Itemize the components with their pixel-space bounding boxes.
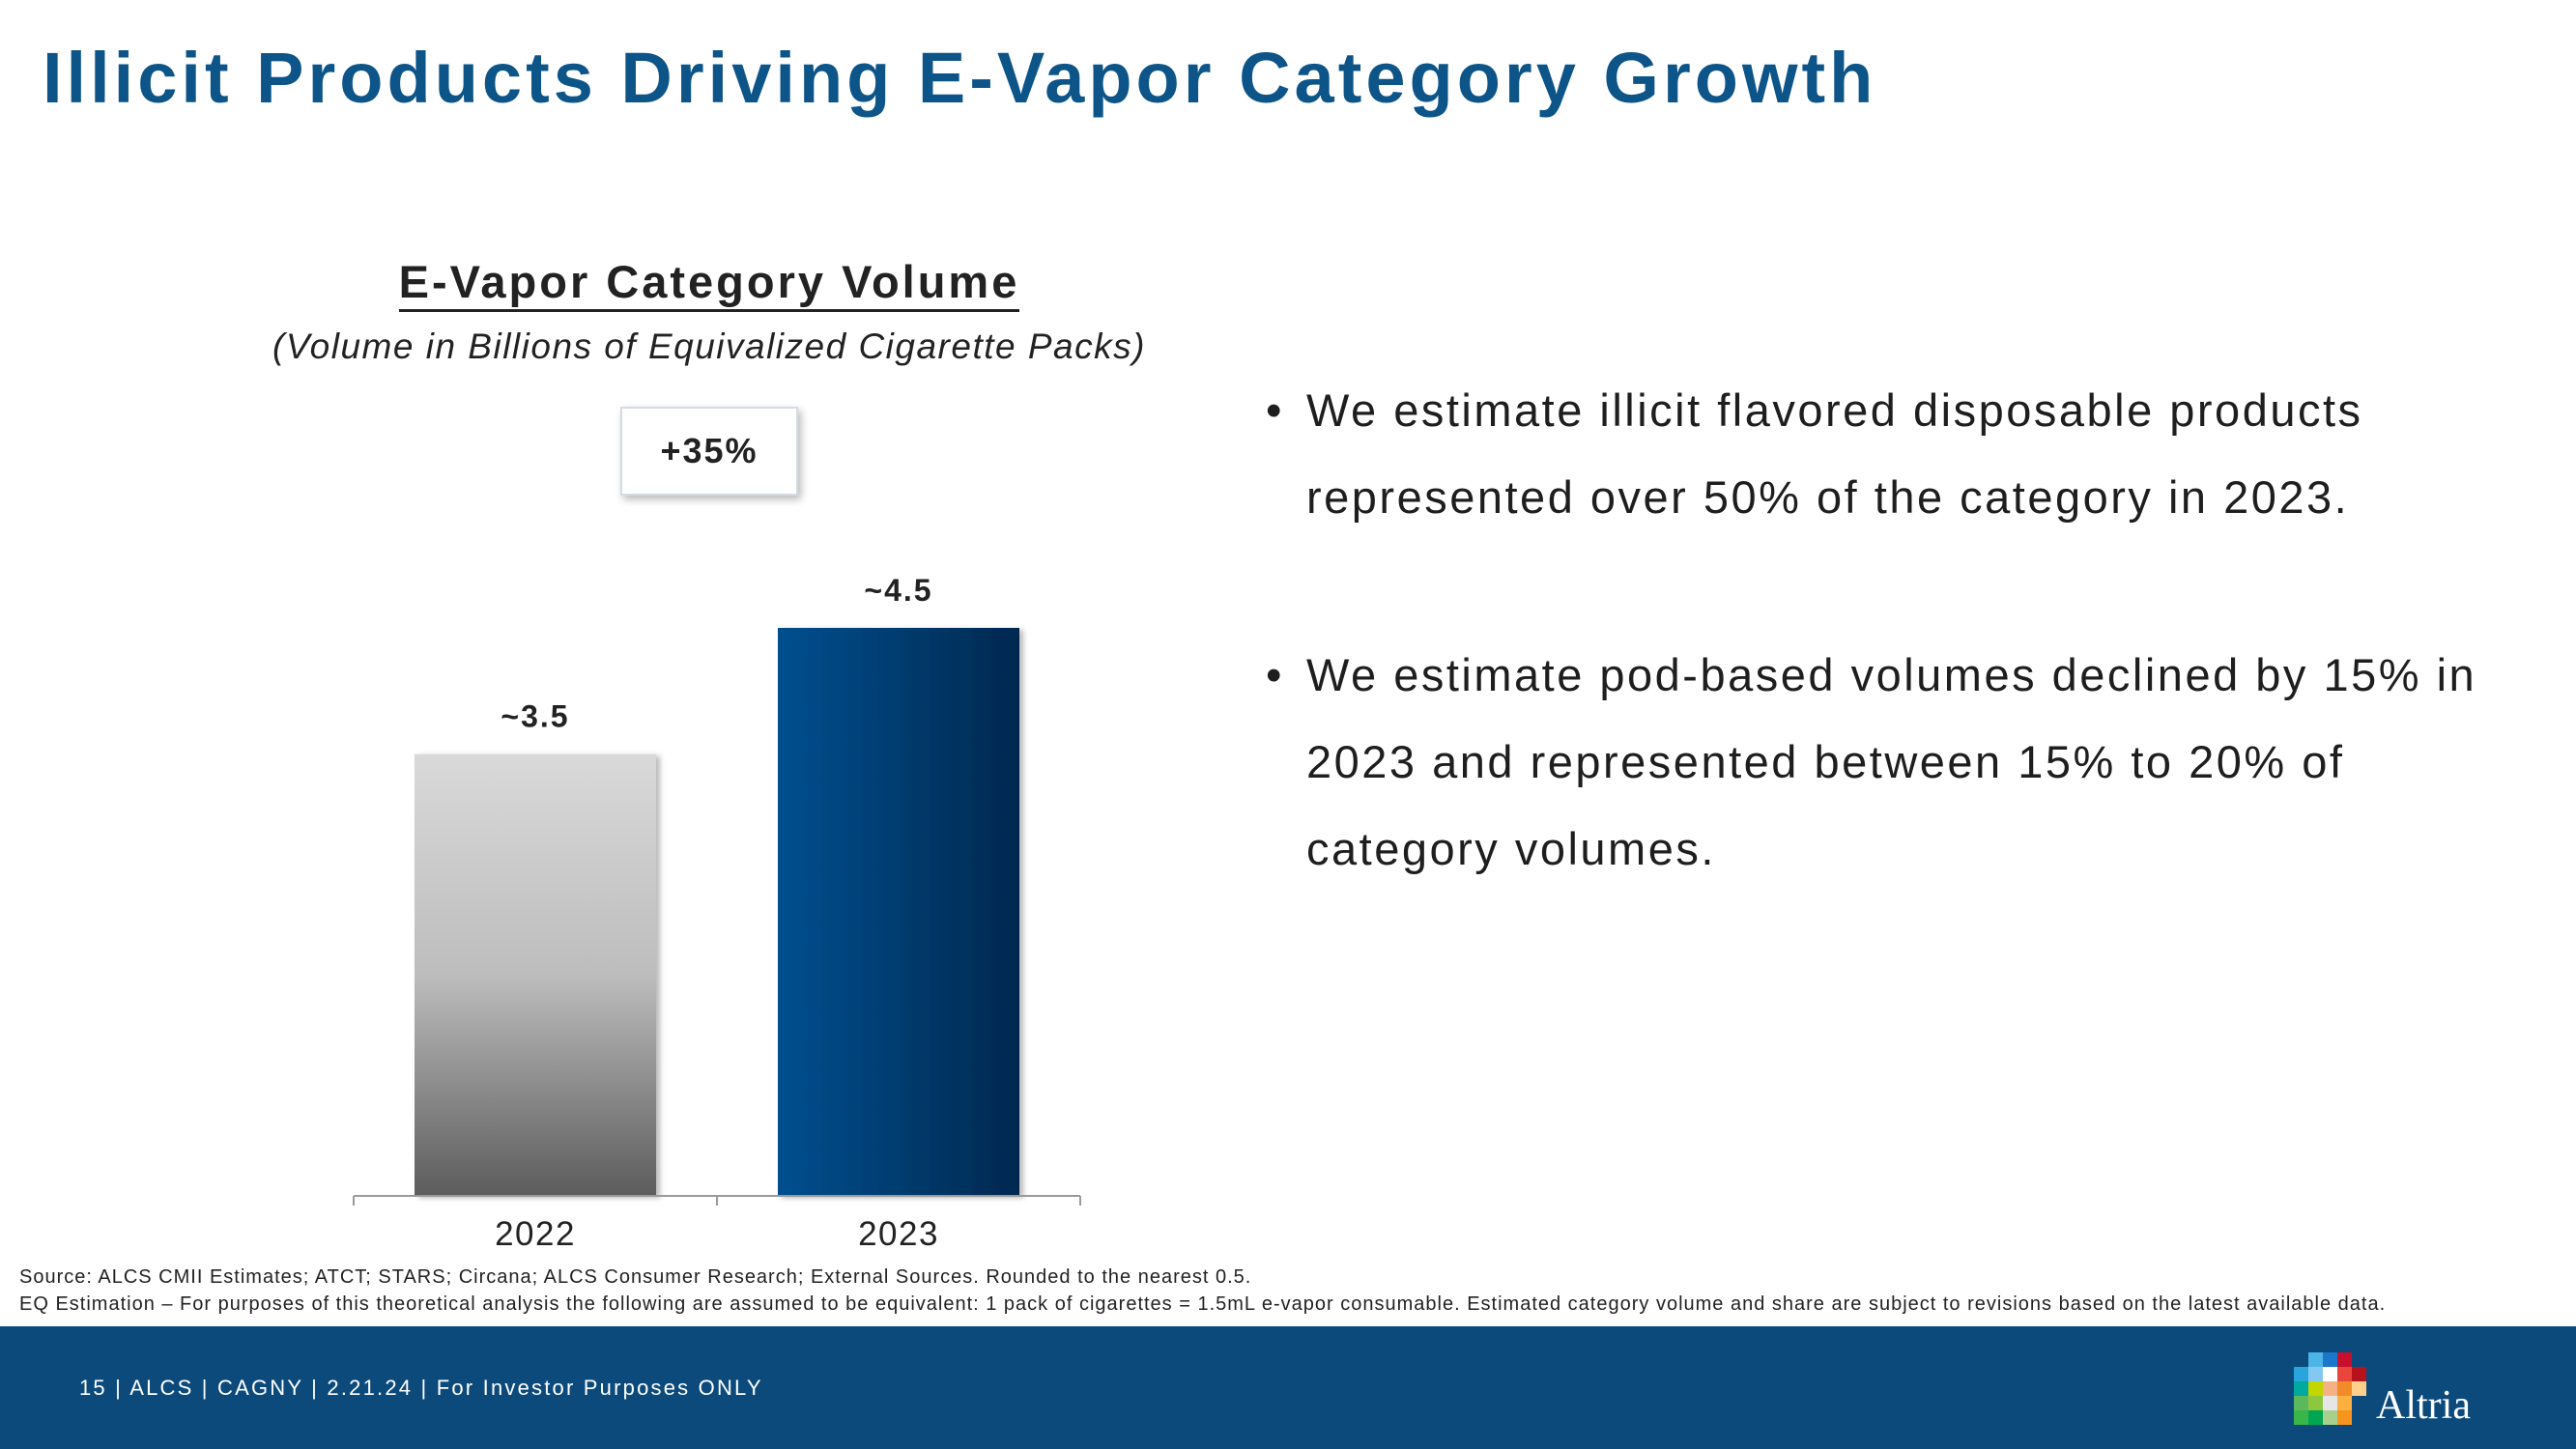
altria-logo-text: Altria: [2376, 1383, 2471, 1428]
bar-2023: [778, 628, 1019, 1196]
bullet-text: We estimate pod-based volumes declined b…: [1306, 649, 2477, 874]
growth-callout: +35%: [620, 407, 798, 496]
altria-logo: Altria: [2294, 1352, 2471, 1428]
chart-title-text: E-Vapor Category Volume: [398, 256, 1020, 312]
x-tick-label-2023: 2023: [858, 1215, 939, 1253]
x-tick-label-2022: 2022: [495, 1215, 576, 1253]
bullet-item: • We estimate pod-based volumes declined…: [1266, 632, 2522, 893]
bar-chart: ~3.5 2022 ~4.5 2023: [353, 573, 1081, 1253]
data-label-2023: ~4.5: [864, 573, 932, 608]
estimation-note: EQ Estimation – For purposes of this the…: [19, 1293, 2387, 1315]
footer-bar: 15 | ALCS | CAGNY | 2.21.24 | For Invest…: [0, 1326, 2576, 1449]
bullet-dot: •: [1266, 649, 1284, 700]
bullet-dot: •: [1266, 384, 1284, 436]
bullet-text: We estimate illicit flavored disposable …: [1306, 384, 2363, 523]
bullet-list: • We estimate illicit flavored disposabl…: [1266, 367, 2522, 983]
bar-2022: [415, 753, 656, 1196]
chart-title: E-Vapor Category Volume: [0, 255, 1418, 312]
source-line: Source: ALCS CMII Estimates; ATCT; STARS…: [19, 1266, 1252, 1288]
source-notes: Source: ALCS CMII Estimates; ATCT; STARS…: [19, 1264, 2386, 1318]
footer-text: 15 | ALCS | CAGNY | 2.21.24 | For Invest…: [79, 1376, 763, 1400]
altria-pixel-mosaic-icon: [2294, 1352, 2366, 1425]
bullet-item: • We estimate illicit flavored disposabl…: [1266, 367, 2522, 541]
chart-subtitle: (Volume in Billions of Equivalized Cigar…: [272, 327, 1146, 366]
slide-title: Illicit Products Driving E-Vapor Categor…: [43, 38, 1877, 118]
data-label-2022: ~3.5: [501, 699, 569, 734]
